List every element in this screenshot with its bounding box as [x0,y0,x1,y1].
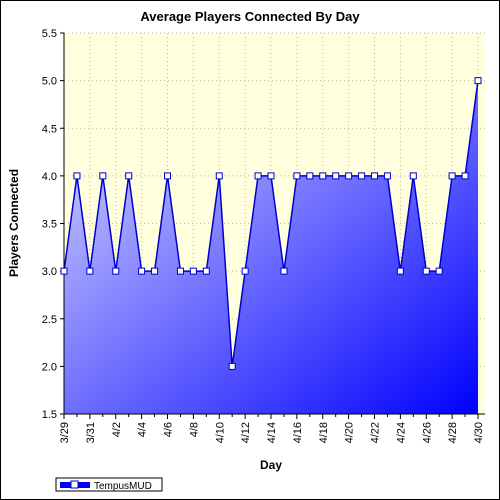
y-tick-label: 5.0 [42,76,57,88]
data-point-marker [461,172,469,180]
data-point-marker [254,172,262,180]
x-tick-label: 4/2 [111,422,123,437]
data-point-marker [86,267,94,275]
x-tick-label: 4/20 [344,422,356,443]
x-tick-label: 4/10 [214,422,226,443]
data-point-marker [293,172,301,180]
x-tick-label: 4/4 [137,422,149,437]
data-point-marker [138,267,146,275]
y-tick-label: 4.5 [42,123,57,135]
y-tick-labels: 1.5 2.0 2.5 3.0 3.5 4.0 4.5 5.0 5.5 [42,28,64,421]
data-point-marker [448,172,456,180]
y-axis-label: Players Connected [7,169,21,277]
data-point-marker [280,267,288,275]
x-axis-label: Day [260,458,282,472]
data-point-marker [176,267,184,275]
x-tick-label: 4/22 [370,422,382,443]
data-point-marker [164,172,171,180]
data-point-marker [215,172,223,180]
legend-label: TempusMUD [94,481,152,492]
data-point-marker [228,362,236,370]
data-point-marker [202,267,210,275]
data-point-marker [474,77,482,85]
data-point-marker [125,172,133,180]
data-point-marker [99,172,107,180]
y-tick-label: 2.0 [42,361,57,373]
x-tick-label: 4/26 [421,422,433,443]
x-tick-label: 4/6 [163,422,175,437]
data-point-marker [112,267,120,275]
y-tick-label: 2.5 [42,314,57,326]
x-tick-label: 4/30 [473,422,485,443]
data-point-marker [396,267,404,275]
x-tick-label: 4/18 [318,422,330,443]
data-point-marker [306,172,314,180]
data-point-marker [358,172,366,180]
data-point-marker [319,172,327,180]
legend-marker [70,480,79,489]
data-point-marker [241,267,249,275]
data-point-marker [371,172,378,180]
data-point-marker [435,267,443,275]
data-point-marker [345,172,353,180]
y-tick-label: 4.0 [42,171,57,183]
data-point-marker [267,172,275,180]
x-tick-labels: 3/29 3/31 4/2 4/4 4/6 4/8 4/10 4/12 4/14 4/16 4/18… [59,414,485,443]
y-tick-label: 1.5 [42,409,57,421]
x-tick-label: 4/8 [188,422,200,437]
x-tick-label: 4/24 [395,422,407,443]
x-tick-label: 3/31 [85,422,97,443]
x-tick-label: 4/12 [240,422,252,443]
data-point-marker [383,172,391,180]
data-point-marker [422,267,430,275]
data-point-marker [151,267,159,275]
x-tick-label: 4/14 [266,422,278,443]
series-markers [60,77,482,370]
y-tick-label: 5.5 [42,28,57,40]
chart-title: Average Players Connected By Day [140,9,360,24]
x-tick-label: 4/28 [447,422,459,443]
legend: TempusMUD [55,477,163,492]
y-tick-label: 3.5 [42,219,57,231]
data-point-marker [60,267,68,275]
data-point-marker [332,172,340,180]
data-point-marker [73,172,81,180]
y-tick-label: 3.0 [42,266,57,278]
series-area-fill [64,80,478,414]
x-tick-label: 3/29 [59,422,71,443]
data-point-marker [189,267,197,275]
x-tick-label: 4/16 [292,422,304,443]
data-point-marker [409,172,417,180]
